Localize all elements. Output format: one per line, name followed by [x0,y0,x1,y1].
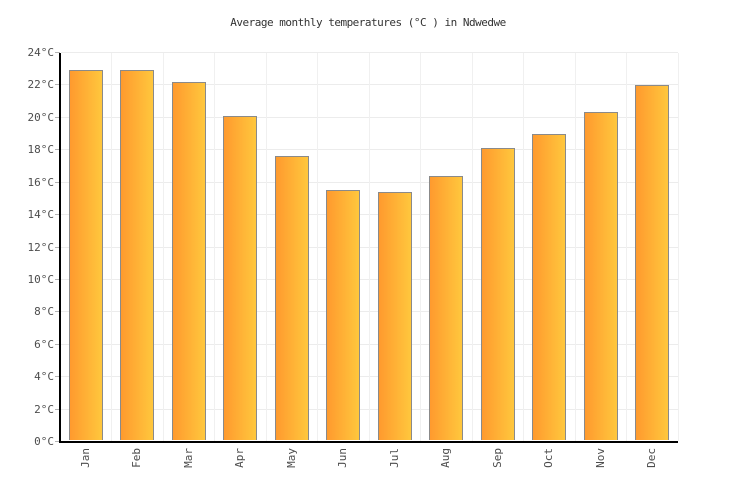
x-axis-label-aug: Aug [439,448,453,468]
y-gridline [61,278,678,280]
bar-oct [532,133,567,441]
x-gridline [368,52,370,441]
x-axis-label-jul: Jul [387,448,401,468]
x-gridline [111,52,112,441]
y-axis-tick [55,84,60,86]
y-axis-label: 22°C [27,78,55,92]
y-axis-tick [55,278,60,280]
bar-feb [120,70,155,441]
y-gridline [61,181,678,183]
y-gridline [61,376,678,378]
y-axis-label: 0°C [34,435,54,448]
y-axis-tick [55,116,60,118]
y-axis-label: 10°C [27,272,55,286]
x-gridline [574,52,576,441]
bar-jan [68,70,103,441]
x-gridline [626,52,627,441]
bar-aug [429,175,464,441]
y-axis-label: 18°C [27,143,55,157]
x-axis-label-sep: Sep [490,448,504,468]
y-axis-tick [55,181,60,183]
bar-dec [635,84,670,441]
x-axis-label-feb: Feb [130,448,144,468]
x-gridline [523,52,524,441]
x-gridline [214,52,215,441]
x-axis-line [59,440,678,443]
x-gridline [420,52,421,441]
y-axis-label: 14°C [27,208,55,222]
chart-title: Average monthly temperatures (°C ) in Nd… [230,16,506,29]
y-axis-label: 24°C [27,46,55,59]
bar-apr [223,115,258,441]
bar-sep [480,148,515,441]
bar-jun [326,190,361,441]
y-gridline [61,84,678,86]
x-gridline [471,52,473,441]
x-gridline [265,52,267,441]
bar-jul [377,191,412,441]
y-axis-label: 4°C [34,370,54,384]
y-axis-label: 2°C [34,402,54,416]
y-axis-tick [55,149,60,151]
y-axis-label: 20°C [27,110,55,124]
x-axis-label-dec: Dec [645,448,659,468]
x-axis-label-oct: Oct [542,448,556,468]
y-gridline [61,311,678,313]
x-axis-label-mar: Mar [181,448,195,468]
y-axis-tick [55,408,60,410]
x-gridline [677,52,679,441]
x-axis-label-jan: Jan [78,448,92,468]
x-axis-label-apr: Apr [233,448,247,468]
y-axis-label: 8°C [34,305,54,319]
y-axis-tick [55,214,60,216]
y-gridline [61,246,678,248]
y-axis-tick [55,246,60,248]
y-axis-tick [55,343,60,345]
y-axis-tick [55,376,60,378]
y-gridline [61,214,678,216]
y-axis-line [59,52,61,443]
x-axis-label-may: May [284,448,298,468]
y-gridline [61,52,678,53]
y-axis-tick [55,441,60,442]
y-gridline [61,116,678,118]
x-axis-label-nov: Nov [593,448,607,468]
y-axis-tick [55,311,60,313]
y-axis-tick [55,52,60,53]
y-axis-label: 6°C [34,337,54,351]
y-axis-label: 16°C [27,175,55,189]
bar-nov [583,112,618,441]
y-axis-label: 12°C [27,240,55,254]
y-gridline [61,408,678,410]
bar-may [274,156,309,441]
x-gridline [162,52,164,441]
y-gridline [61,149,678,151]
x-gridline [317,52,318,441]
x-axis-label-jun: Jun [336,448,350,468]
bar-mar [171,81,206,441]
y-gridline [61,343,678,345]
